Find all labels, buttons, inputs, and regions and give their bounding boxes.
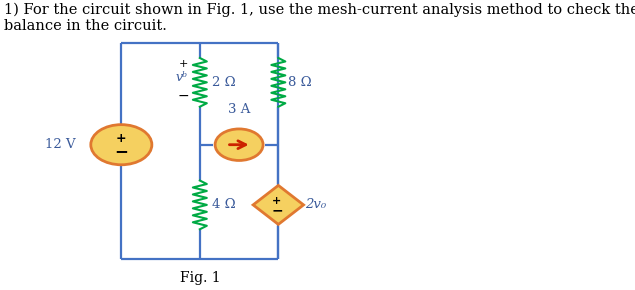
Text: +: +	[116, 132, 126, 145]
Text: 4 Ω: 4 Ω	[212, 198, 236, 211]
Text: 3 A: 3 A	[228, 103, 250, 116]
Polygon shape	[253, 185, 304, 224]
Text: 2v₀: 2v₀	[305, 198, 326, 211]
Circle shape	[215, 129, 263, 160]
Text: Fig. 1: Fig. 1	[180, 271, 220, 285]
Text: 12 V: 12 V	[45, 138, 76, 151]
Circle shape	[91, 125, 152, 165]
Text: +: +	[178, 59, 188, 69]
Text: vᵇ: vᵇ	[175, 71, 187, 84]
Text: 2 Ω: 2 Ω	[212, 76, 236, 89]
Text: +: +	[272, 195, 281, 206]
Text: −: −	[177, 89, 189, 103]
Text: 8 Ω: 8 Ω	[288, 76, 312, 89]
Text: −: −	[271, 204, 283, 218]
Text: −: −	[114, 142, 128, 160]
Text: 1) For the circuit shown in Fig. 1, use the mesh-current analysis method to chec: 1) For the circuit shown in Fig. 1, use …	[4, 3, 635, 33]
